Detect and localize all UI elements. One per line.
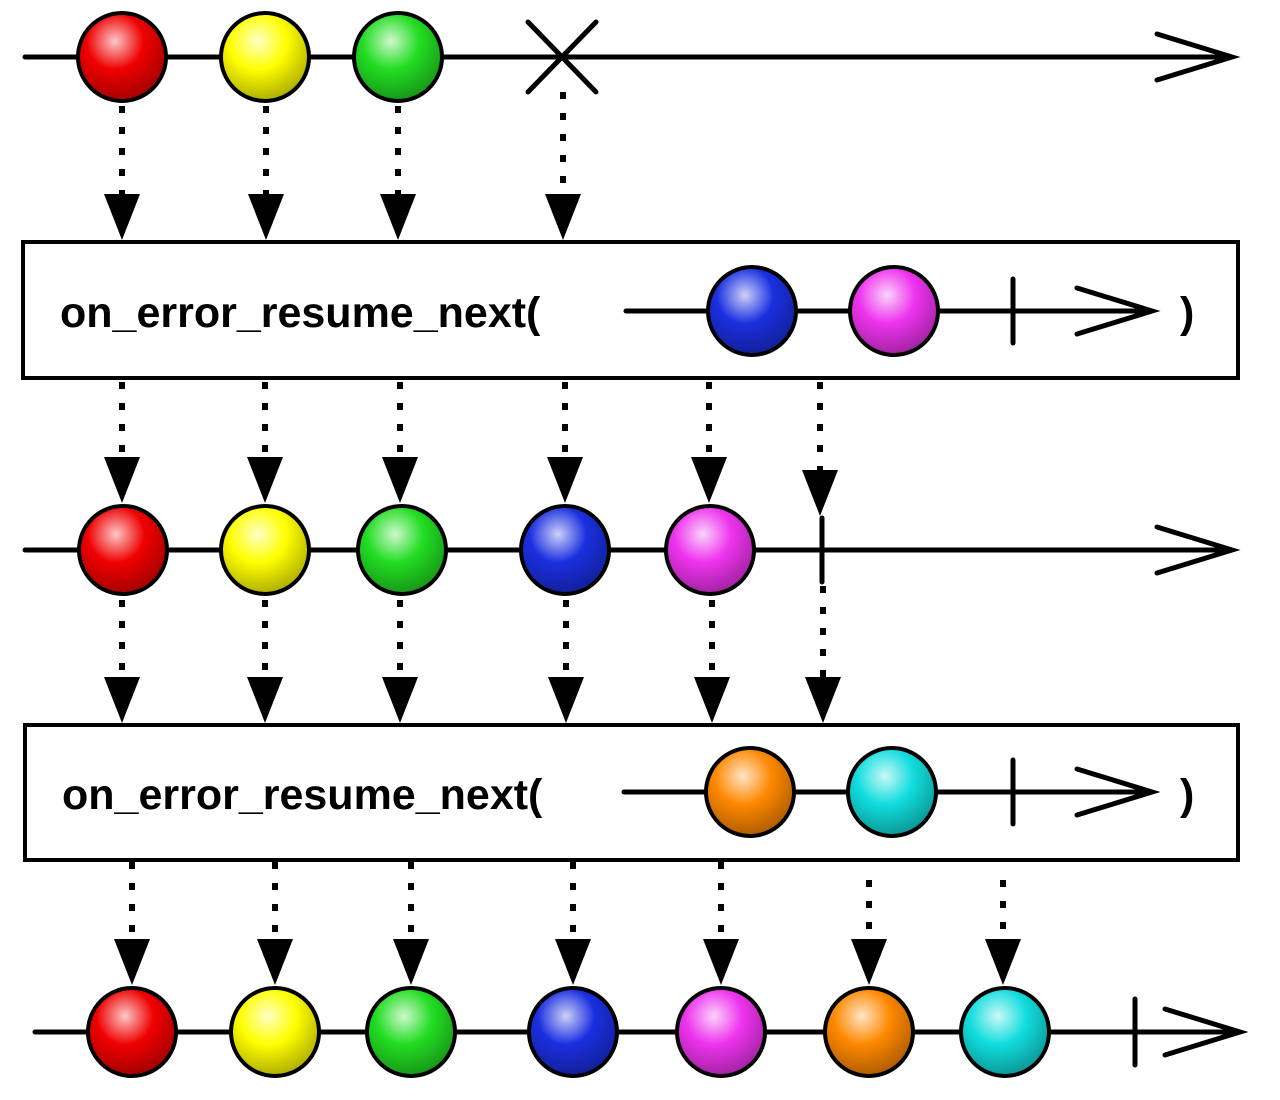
arrow-op2-red bbox=[114, 862, 150, 985]
arrow-head bbox=[247, 457, 283, 503]
result-marble-red bbox=[86, 986, 178, 1078]
source-marble-yellow bbox=[219, 11, 311, 103]
arrow-op1-yellow bbox=[247, 382, 283, 503]
arrow-op2-blue bbox=[555, 862, 591, 985]
intermediate-marble-magenta bbox=[664, 504, 756, 596]
arrow-head bbox=[694, 677, 730, 723]
arrow-op2-green bbox=[393, 862, 429, 985]
arrow-head bbox=[247, 677, 283, 723]
arrow-head bbox=[547, 457, 583, 503]
result-marble-green bbox=[365, 986, 457, 1078]
intermediate-timeline-arrowhead bbox=[1154, 524, 1241, 576]
source-marble-green bbox=[352, 11, 444, 103]
arrow-head bbox=[802, 470, 838, 516]
result-timeline-arrowhead bbox=[1162, 1006, 1249, 1058]
operator-label-2: on_error_resume_next( bbox=[62, 771, 543, 819]
arrow-head bbox=[104, 457, 140, 503]
arrow-head bbox=[691, 457, 727, 503]
arrow-mid-blue bbox=[548, 600, 584, 723]
arrow-head bbox=[382, 457, 418, 503]
operator-close-paren-2: ) bbox=[1180, 771, 1194, 819]
arrow-source-yellow bbox=[248, 106, 284, 240]
operator-1-marble-magenta bbox=[848, 265, 940, 357]
arrow-mid-complete bbox=[805, 586, 841, 723]
arrow-head bbox=[380, 194, 416, 240]
result-marble-blue bbox=[527, 986, 619, 1078]
arrow-op2-magenta bbox=[703, 862, 739, 985]
source-error-marker bbox=[525, 19, 599, 95]
intermediate-marble-red bbox=[77, 504, 169, 596]
arrow-head bbox=[104, 194, 140, 240]
result-marble-cyan bbox=[959, 986, 1051, 1078]
arrow-head bbox=[703, 939, 739, 985]
source-marble-red bbox=[76, 11, 168, 103]
arrow-head bbox=[104, 677, 140, 723]
intermediate-marble-blue bbox=[519, 504, 611, 596]
arrow-op1-red bbox=[104, 382, 140, 503]
arrow-source-green bbox=[380, 106, 416, 240]
marbles bbox=[76, 11, 1051, 1078]
operator-label-1: on_error_resume_next( bbox=[60, 289, 541, 337]
arrow-head bbox=[985, 939, 1021, 985]
arrow-head bbox=[545, 194, 581, 240]
arrow-op1-complete bbox=[802, 382, 838, 516]
operator-1-marble-blue bbox=[706, 265, 798, 357]
arrow-head bbox=[851, 939, 887, 985]
arrow-mid-green bbox=[382, 600, 418, 723]
arrow-mid-magenta bbox=[694, 600, 730, 723]
emission-arrows bbox=[104, 92, 1021, 985]
result-marble-magenta bbox=[675, 986, 767, 1078]
timelines bbox=[22, 19, 1249, 1068]
arrow-mid-red bbox=[104, 600, 140, 723]
operator-close-paren-1: ) bbox=[1180, 289, 1194, 337]
arrow-head bbox=[805, 677, 841, 723]
arrow-op1-green bbox=[382, 382, 418, 503]
operator-1-timeline-arrowhead bbox=[1074, 285, 1161, 337]
arrow-head bbox=[257, 939, 293, 985]
arrow-head bbox=[114, 939, 150, 985]
source-timeline-arrowhead bbox=[1154, 31, 1241, 83]
arrow-op2-yellow bbox=[257, 862, 293, 985]
arrow-op1-magenta bbox=[691, 382, 727, 503]
arrow-source-error bbox=[545, 92, 581, 240]
arrow-op2-orange bbox=[851, 880, 887, 985]
intermediate-marble-yellow bbox=[219, 504, 311, 596]
operator-2-timeline-arrowhead bbox=[1074, 766, 1161, 818]
arrow-head bbox=[382, 677, 418, 723]
arrow-head bbox=[393, 939, 429, 985]
error-x-stroke-2 bbox=[525, 19, 599, 95]
arrow-head bbox=[555, 939, 591, 985]
arrow-head bbox=[548, 677, 584, 723]
arrow-source-red bbox=[104, 106, 140, 240]
operator-2-marble-orange bbox=[704, 746, 796, 838]
operator-2-marble-cyan bbox=[846, 746, 938, 838]
arrow-op2-cyan bbox=[985, 880, 1021, 985]
result-marble-orange bbox=[823, 986, 915, 1078]
intermediate-marble-green bbox=[356, 504, 448, 596]
result-marble-yellow bbox=[229, 986, 321, 1078]
arrow-op1-blue bbox=[547, 382, 583, 503]
arrow-head bbox=[248, 194, 284, 240]
arrow-mid-yellow bbox=[247, 600, 283, 723]
